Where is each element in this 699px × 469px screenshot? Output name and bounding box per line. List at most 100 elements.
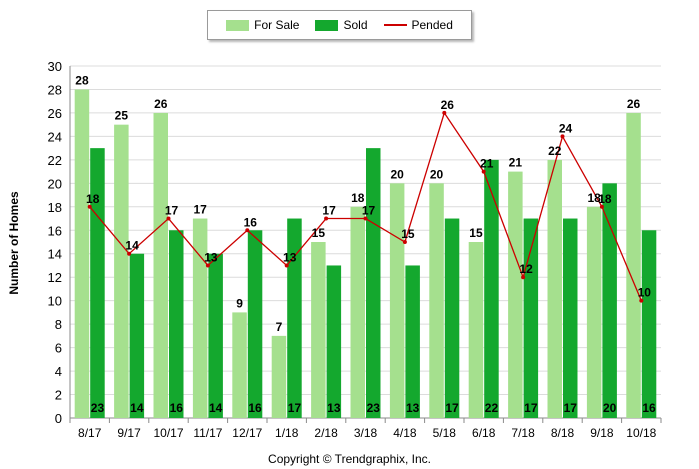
chart-legend: For Sale Sold Pended: [207, 10, 472, 40]
legend-label-for-sale: For Sale: [254, 18, 300, 32]
data-label-for-sale-5-18: 20: [430, 167, 444, 181]
legend-label-sold: Sold: [343, 18, 368, 32]
bar-sold-8-17: [90, 148, 105, 418]
data-label-sold-7-18: 17: [524, 401, 538, 415]
data-label-sold-10-17: 16: [170, 401, 184, 415]
data-label-sold-9-17: 14: [130, 401, 144, 415]
legend-label-pended: Pended: [411, 18, 453, 32]
bar-sold-12-17: [247, 230, 263, 418]
bar-sold-3-18: [366, 148, 381, 418]
data-label-pended-5-18: 26: [441, 98, 455, 112]
data-label-for-sale-10-18: 26: [627, 97, 641, 111]
data-label-for-sale-9-18: 18: [587, 191, 601, 205]
data-label-for-sale-7-18: 21: [509, 156, 523, 170]
data-label-sold-1-18: 17: [288, 401, 302, 415]
x-tick-label-1-18: 1/18: [275, 426, 299, 440]
bar-sold-8-18: [563, 218, 578, 418]
x-tick-label-7-18: 7/18: [511, 426, 535, 440]
data-label-pended-11-17: 13: [204, 250, 218, 264]
data-label-sold-4-18: 13: [406, 401, 420, 415]
point-pended-11-17: [205, 263, 210, 268]
y-tick-label-30: 30: [48, 59, 62, 74]
point-pended-8-17: [87, 204, 92, 209]
data-label-pended-1-18: 13: [283, 250, 297, 264]
x-tick-label-8-18: 8/18: [551, 426, 575, 440]
x-tick-label-12-17: 12/17: [232, 426, 262, 440]
point-pended-10-17: [166, 216, 171, 221]
bar-for-sale-3-18: [350, 206, 365, 418]
point-pended-2-18: [324, 216, 329, 221]
legend-swatch-for-sale: [226, 19, 250, 31]
y-tick-label-4: 4: [55, 364, 62, 379]
data-label-pended-9-17: 14: [125, 239, 139, 253]
bar-sold-4-18: [405, 265, 420, 418]
x-tick-label-5-18: 5/18: [433, 426, 457, 440]
point-pended-8-18: [560, 134, 565, 139]
point-pended-9-18: [599, 204, 604, 209]
bar-for-sale-6-18: [468, 242, 484, 418]
point-pended-5-18: [442, 110, 447, 115]
x-tick-label-9-18: 9/18: [590, 426, 614, 440]
bar-sold-11-17: [208, 253, 223, 418]
data-label-sold-11-17: 14: [209, 401, 223, 415]
y-tick-label-0: 0: [55, 411, 62, 426]
point-pended-10-18: [639, 298, 644, 303]
point-pended-3-18: [363, 216, 368, 221]
bar-for-sale-8-17: [74, 89, 90, 418]
data-label-pended-4-18: 15: [401, 227, 415, 241]
x-tick-label-3-18: 3/18: [354, 426, 378, 440]
point-pended-1-18: [284, 263, 289, 268]
data-label-sold-3-18: 23: [367, 401, 381, 415]
bar-sold-6-18: [484, 159, 499, 418]
point-pended-7-18: [521, 275, 526, 280]
y-tick-label-8: 8: [55, 317, 62, 332]
data-label-for-sale-8-17: 28: [75, 73, 89, 87]
y-tick-label-18: 18: [48, 200, 62, 215]
data-label-for-sale-11-17: 17: [193, 203, 207, 217]
bar-for-sale-10-18: [626, 112, 641, 418]
bar-sold-9-17: [129, 253, 145, 418]
data-label-pended-12-17: 16: [244, 215, 258, 229]
x-tick-label-10-18: 10/18: [626, 426, 656, 440]
bar-for-sale-2-18: [311, 242, 326, 418]
y-tick-label-10: 10: [48, 294, 62, 309]
y-tick-label-24: 24: [48, 129, 62, 144]
bar-for-sale-10-17: [153, 112, 168, 418]
y-tick-label-16: 16: [48, 223, 62, 238]
y-tick-label-6: 6: [55, 341, 62, 356]
y-tick-label-28: 28: [48, 82, 62, 97]
data-label-for-sale-3-18: 18: [351, 191, 365, 205]
data-label-for-sale-2-18: 15: [312, 226, 326, 240]
point-pended-9-17: [127, 251, 132, 256]
bar-for-sale-8-18: [547, 159, 562, 418]
data-label-for-sale-6-18: 15: [469, 226, 483, 240]
data-label-pended-10-17: 17: [165, 204, 179, 218]
y-tick-label-12: 12: [48, 270, 62, 285]
bar-sold-1-18: [287, 218, 302, 418]
bar-for-sale-4-18: [389, 183, 405, 418]
bar-sold-5-18: [444, 218, 460, 418]
bar-for-sale-1-18: [271, 335, 287, 418]
point-pended-12-17: [245, 228, 250, 233]
legend-item-pended: Pended: [383, 18, 453, 32]
data-label-sold-2-18: 13: [327, 401, 341, 415]
data-label-sold-5-18: 17: [445, 401, 459, 415]
data-label-sold-10-18: 16: [642, 401, 656, 415]
y-tick-label-2: 2: [55, 388, 62, 403]
y-tick-label-22: 22: [48, 153, 62, 168]
x-tick-label-8-17: 8/17: [78, 426, 102, 440]
bar-for-sale-11-17: [192, 218, 208, 418]
bar-for-sale-9-17: [114, 124, 129, 419]
data-label-sold-8-17: 23: [91, 401, 105, 415]
data-label-for-sale-10-17: 26: [154, 97, 168, 111]
data-label-pended-8-18: 24: [559, 121, 573, 135]
data-label-pended-10-18: 10: [638, 286, 652, 300]
legend-item-for-sale: For Sale: [226, 18, 299, 32]
data-label-for-sale-9-17: 25: [115, 109, 129, 123]
legend-item-sold: Sold: [315, 18, 368, 32]
y-tick-label-26: 26: [48, 106, 62, 121]
x-tick-label-4-18: 4/18: [393, 426, 417, 440]
bar-for-sale-12-17: [232, 312, 247, 418]
bar-for-sale-9-18: [586, 206, 602, 418]
